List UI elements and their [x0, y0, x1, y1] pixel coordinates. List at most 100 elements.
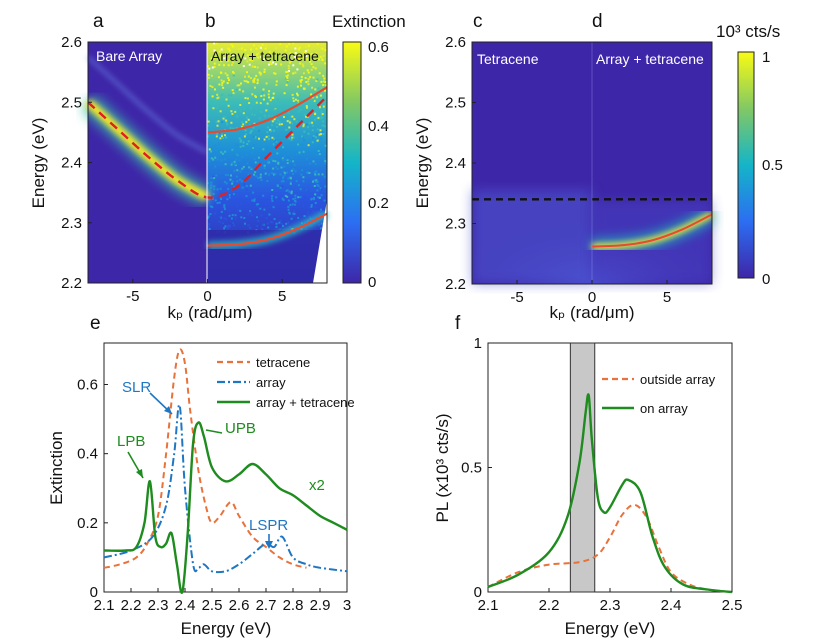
heatmap-b-pixel	[257, 52, 260, 55]
heatmap-b-pixel	[263, 114, 266, 117]
heatmap-b-pixel	[230, 217, 233, 220]
heatmap-b-pixel	[305, 55, 308, 58]
heatmap-b-pixel	[299, 188, 302, 191]
heatmap-b-pixel	[285, 158, 288, 161]
heatmap-b-pixel	[321, 59, 324, 61]
heatmap-b-pixel	[316, 189, 319, 192]
heatmap-b-pixel	[285, 189, 288, 192]
heatmap-b-pixel	[297, 184, 300, 187]
heatmap-b-pixel	[273, 138, 276, 141]
heatmap-b-pixel	[321, 130, 324, 133]
heatmap-b-pixel	[227, 47, 230, 50]
heatmap-b-pixel	[235, 88, 238, 91]
heatmap-b-pixel	[231, 180, 234, 183]
heatmap-b-pixel	[217, 104, 220, 107]
heatmap-b-pixel	[271, 124, 274, 127]
heatmap-b-pixel	[283, 171, 286, 174]
heatmap-b-pixel	[274, 72, 277, 75]
plot-f-shaded-band	[569, 342, 596, 593]
panel-a-title: Bare Array	[96, 48, 162, 64]
heatmap-b-pixel	[257, 203, 260, 206]
heatmap-b-pixel	[235, 175, 238, 178]
heatmap-b-pixel	[246, 162, 249, 165]
heatmap-b-pixel	[223, 227, 226, 230]
heatmap-b-pixel	[284, 49, 287, 52]
heatmap-b-pixel	[207, 182, 209, 185]
heatmap-b-pixel	[267, 226, 270, 229]
heatmap-b-pixel	[212, 193, 215, 195]
heatmap-b-pixel	[268, 90, 271, 93]
heatmap-b-pixel	[274, 140, 277, 143]
heatmap-b-pixel	[217, 76, 220, 79]
heatmap-b-pixel	[225, 98, 228, 101]
heatmap-b-pixel	[256, 216, 258, 219]
heatmap-b-pixel	[283, 116, 285, 118]
heatmap-b-pixel	[305, 81, 308, 84]
heatmap-b-pixel	[310, 53, 313, 56]
heatmap-b-pixel	[215, 120, 218, 123]
colorbar-counts: 10³ cts/s 1 0.5 0	[716, 22, 783, 288]
heatmap-b-pixel	[240, 202, 243, 205]
heatmap-b-pixel	[250, 151, 253, 154]
heatmap-b-pixel	[231, 214, 234, 217]
heatmap-b-pixel	[293, 55, 296, 58]
heatmap-b-pixel	[218, 50, 221, 53]
heatmap-b-pixel	[255, 203, 258, 206]
heatmap-b-pixel	[230, 94, 233, 97]
heatmap-b-pixel	[238, 159, 241, 162]
x-tick-label: 0	[203, 288, 211, 305]
heatmap-b-pixel	[306, 58, 309, 61]
heatmap-b-pixel	[254, 161, 257, 164]
heatmap-b-pixel	[279, 228, 281, 231]
heatmap-b-pixel	[312, 180, 314, 183]
heatmap-b-pixel	[210, 157, 213, 160]
heatmap-ab-ylabel-text: Energy (eV)	[29, 118, 48, 209]
heatmap-b-pixel	[296, 44, 299, 47]
heatmap-b-pixel	[232, 61, 234, 64]
heatmap-b-pixel	[291, 122, 294, 125]
heatmap-b-pixel	[302, 65, 305, 68]
heatmap-b-pixel	[317, 150, 320, 152]
panel-label-b: b	[205, 11, 216, 32]
heatmap-b-pixel	[280, 180, 283, 183]
heatmap-b-pixel	[259, 176, 262, 179]
heatmap-b-pixel	[232, 149, 235, 152]
heatmap-b-pixel	[236, 169, 239, 172]
heatmap-b-pixel	[268, 96, 270, 99]
heatmap-b-pixel	[223, 180, 226, 183]
heatmap-b-pixel	[288, 119, 291, 122]
heatmap-b-pixel	[249, 184, 252, 187]
heatmap-b-pixel	[307, 132, 310, 135]
annotation-slr-arrowhead	[164, 406, 172, 414]
heatmap-cd-ylabel-text: Energy (eV)	[413, 118, 432, 209]
heatmap-b-pixel	[249, 77, 252, 80]
heatmap-b-pixel	[313, 196, 315, 199]
heatmap-b-pixel	[267, 126, 269, 129]
heatmap-b-pixel	[249, 130, 252, 133]
y-tick-label: 2.6	[61, 34, 82, 51]
heatmap-b-pixel	[262, 98, 265, 101]
heatmap-b-pixel	[261, 228, 263, 230]
heatmap-b-pixel	[310, 68, 313, 71]
heatmap-b-pixel	[210, 74, 213, 77]
heatmap-b-pixel	[248, 166, 251, 169]
heatmap-cd-ylabel: Energy (eV)	[413, 118, 432, 209]
heatmap-b-pixel	[290, 217, 293, 220]
heatmap-b-pixel	[299, 196, 302, 199]
heatmap-b-pixel	[227, 77, 230, 79]
heatmap-b-pixel	[294, 52, 297, 54]
heatmap-b-pixel	[220, 79, 223, 82]
heatmap-b-pixel	[317, 185, 320, 188]
heatmap-b-pixel	[276, 168, 279, 170]
heatmap-b-pixel	[313, 172, 316, 175]
heatmap-b-pixel	[297, 143, 299, 146]
heatmap-b-pixel	[207, 65, 210, 68]
x-tick-label: 2.5	[722, 597, 743, 614]
plot-e-xlabel: Energy (eV)	[181, 619, 272, 638]
annotation-lpb-arrowhead	[136, 469, 143, 478]
heatmap-b-pixel	[286, 171, 288, 174]
heatmap-b-pixel	[320, 208, 322, 211]
heatmap-b-pixel	[285, 45, 288, 48]
heatmap-b-pixel	[272, 173, 275, 176]
heatmap-b-pixel	[210, 184, 213, 187]
